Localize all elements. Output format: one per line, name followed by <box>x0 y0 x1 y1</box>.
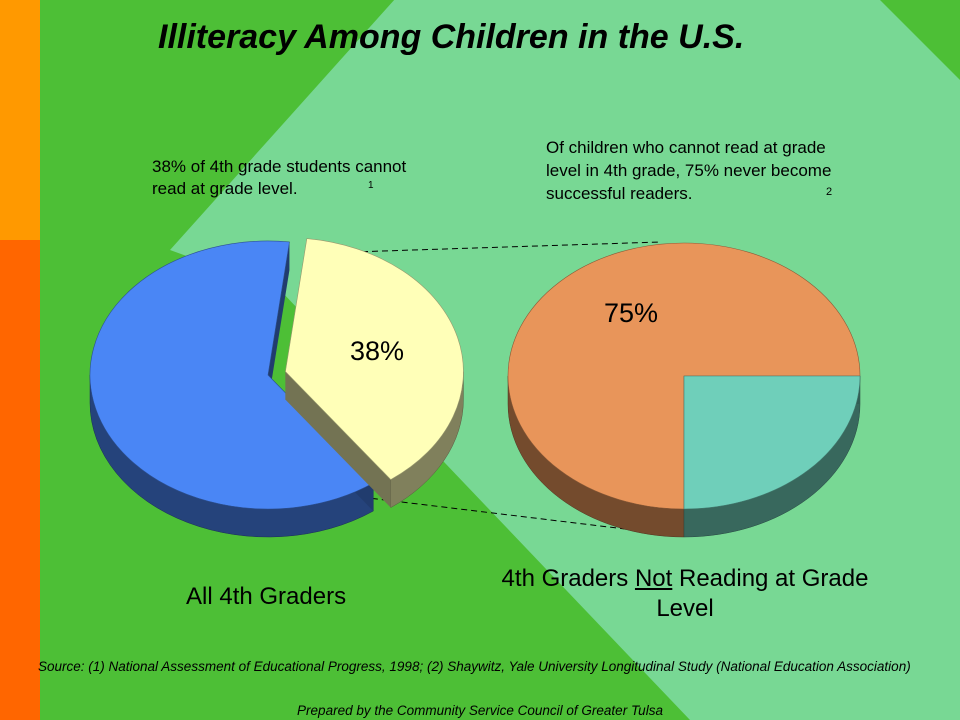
caption-not-reading-underlined: Not <box>634 565 673 592</box>
source-citation: Source: (1) National Assessment of Educa… <box>38 659 911 674</box>
connector-line-bottom <box>351 495 651 533</box>
slice-orange-top <box>507 242 861 510</box>
slice-blue-top <box>89 240 374 510</box>
caption-not-reading-pre: 4th Graders <box>501 565 635 592</box>
connector-line-top <box>351 241 661 253</box>
background-corner <box>880 0 960 80</box>
note-left-reference: 1 <box>368 180 374 191</box>
prepared-by: Prepared by the Community Service Counci… <box>297 703 663 718</box>
note-right-reference: 2 <box>826 186 833 198</box>
slice-blue-cut-1 <box>268 241 290 403</box>
caption-not-reading: 4th Graders Not Reading at Grade Level <box>500 564 870 624</box>
slice-teal-top <box>683 375 861 510</box>
slice-label-orange: 75% <box>604 298 658 328</box>
slice-label-yellow: 38% <box>350 336 404 366</box>
note-right: Of children who cannot read at grade lev… <box>546 138 832 203</box>
caption-not-reading-post: Reading at Grade Level <box>656 565 869 622</box>
slice-yellow-top <box>285 238 464 480</box>
caption-all-graders: All 4th Graders <box>186 583 347 610</box>
sidebar-bottom-stripe <box>0 240 40 720</box>
pie-chart-not-reading: 75% <box>507 242 861 538</box>
note-left: 38% of 4th grade students cannot read at… <box>152 157 407 198</box>
page-title: Illiteracy Among Children in the U.S. <box>158 18 745 56</box>
sidebar-top-stripe <box>0 0 40 240</box>
pie-chart-all-graders: 38% <box>89 238 464 538</box>
slice-yellow-cut-1 <box>285 371 391 508</box>
